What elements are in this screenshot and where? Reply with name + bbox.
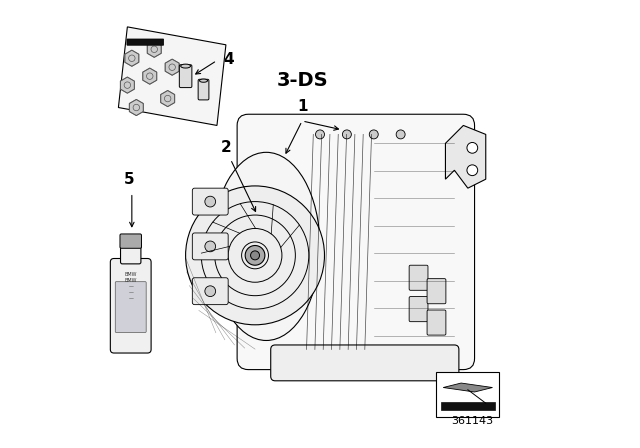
FancyBboxPatch shape bbox=[198, 79, 209, 100]
Circle shape bbox=[396, 130, 405, 139]
Polygon shape bbox=[147, 41, 161, 57]
FancyBboxPatch shape bbox=[192, 278, 228, 305]
FancyBboxPatch shape bbox=[110, 258, 151, 353]
Polygon shape bbox=[143, 68, 157, 84]
Circle shape bbox=[467, 142, 477, 153]
Circle shape bbox=[245, 246, 265, 265]
FancyBboxPatch shape bbox=[237, 114, 475, 370]
Text: 361143: 361143 bbox=[451, 416, 493, 426]
Circle shape bbox=[186, 186, 324, 325]
Polygon shape bbox=[125, 50, 139, 66]
Ellipse shape bbox=[180, 64, 191, 68]
FancyBboxPatch shape bbox=[427, 310, 446, 335]
FancyBboxPatch shape bbox=[192, 188, 228, 215]
Circle shape bbox=[251, 251, 260, 260]
FancyBboxPatch shape bbox=[409, 297, 428, 322]
FancyBboxPatch shape bbox=[120, 234, 141, 248]
FancyBboxPatch shape bbox=[409, 265, 428, 290]
FancyBboxPatch shape bbox=[115, 282, 146, 332]
Polygon shape bbox=[120, 77, 134, 93]
Ellipse shape bbox=[200, 79, 207, 82]
FancyBboxPatch shape bbox=[127, 39, 164, 45]
Polygon shape bbox=[445, 125, 486, 188]
Circle shape bbox=[205, 196, 216, 207]
Circle shape bbox=[205, 241, 216, 252]
Circle shape bbox=[467, 165, 477, 176]
Ellipse shape bbox=[212, 152, 320, 340]
Circle shape bbox=[205, 286, 216, 297]
Text: BMW
BMW
—
—
—: BMW BMW — — — bbox=[124, 272, 137, 302]
FancyBboxPatch shape bbox=[427, 279, 446, 304]
Polygon shape bbox=[443, 383, 493, 392]
Polygon shape bbox=[118, 27, 226, 125]
Polygon shape bbox=[161, 90, 175, 107]
Polygon shape bbox=[165, 59, 179, 75]
Circle shape bbox=[369, 130, 378, 139]
Text: 5: 5 bbox=[124, 172, 135, 187]
FancyBboxPatch shape bbox=[179, 65, 192, 88]
Text: 2: 2 bbox=[221, 140, 231, 155]
Circle shape bbox=[342, 130, 351, 139]
FancyBboxPatch shape bbox=[120, 243, 141, 264]
Text: 4: 4 bbox=[224, 52, 234, 67]
FancyBboxPatch shape bbox=[192, 233, 228, 260]
Text: 3-DS: 3-DS bbox=[276, 71, 328, 90]
Circle shape bbox=[316, 130, 324, 139]
FancyBboxPatch shape bbox=[441, 402, 495, 410]
Text: 1: 1 bbox=[297, 99, 307, 114]
FancyBboxPatch shape bbox=[436, 372, 499, 417]
FancyBboxPatch shape bbox=[271, 345, 459, 381]
Polygon shape bbox=[129, 99, 143, 116]
